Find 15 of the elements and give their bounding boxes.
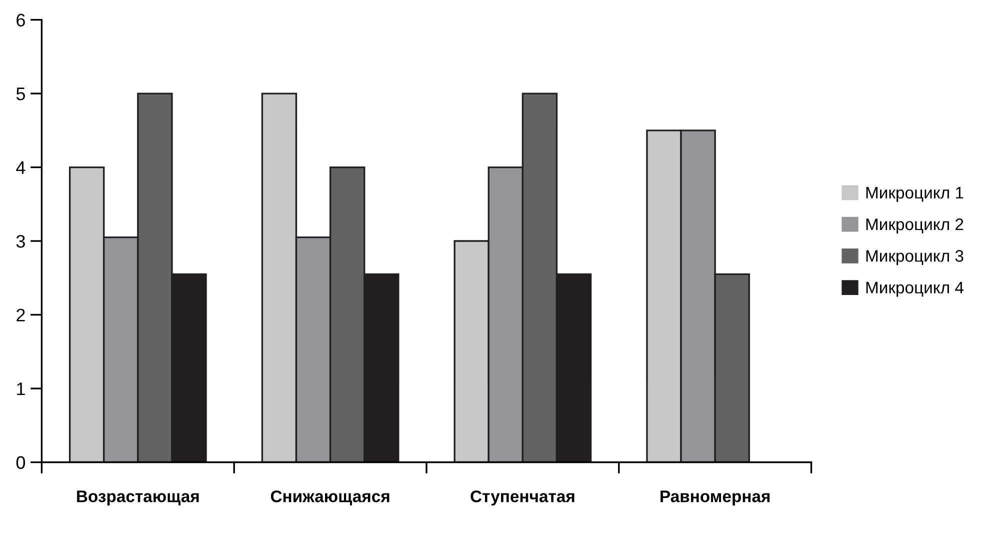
legend-label: Микроцикл 4 xyxy=(866,282,964,297)
x-tick-label: Ступенчатая xyxy=(470,490,574,506)
legend-label: Микроцикл 1 xyxy=(866,186,964,202)
y-tick-label: 1 xyxy=(17,382,25,396)
x-tick-label: Равномерная xyxy=(660,490,770,506)
y-tick-label: 6 xyxy=(16,14,25,27)
x-tick-label: Снижающаяся xyxy=(270,490,390,506)
y-tick-label: 3 xyxy=(16,234,25,248)
x-tick-label: Возрастающая xyxy=(77,490,199,506)
y-tick-label: 2 xyxy=(16,308,25,322)
y-tick-label: 0 xyxy=(16,456,26,469)
y-tick-label: 4 xyxy=(16,161,26,174)
legend-label: Микроцикл 2 xyxy=(866,218,964,234)
y-tick-label: 5 xyxy=(16,88,25,100)
legend-label: Микроцикл 3 xyxy=(866,250,964,266)
